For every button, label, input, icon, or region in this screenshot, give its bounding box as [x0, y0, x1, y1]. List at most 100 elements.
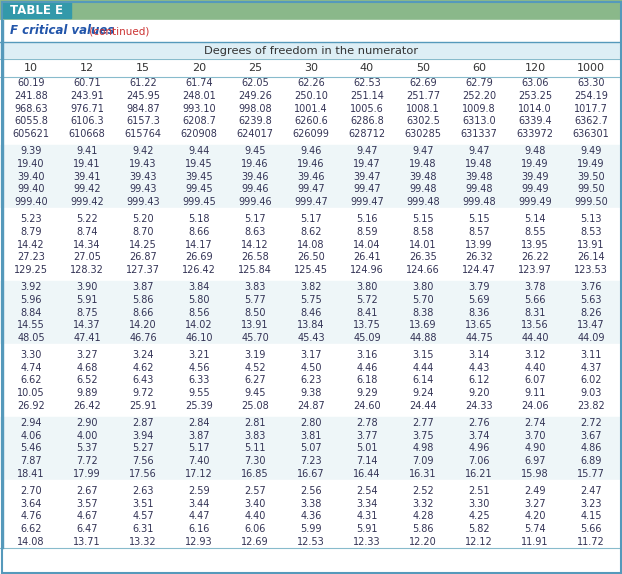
Text: 4.36: 4.36 [300, 511, 322, 521]
Text: 12.93: 12.93 [185, 537, 213, 546]
Text: 14.04: 14.04 [353, 239, 381, 250]
Text: 3.80: 3.80 [356, 282, 378, 292]
Text: 99.48: 99.48 [465, 184, 493, 195]
Text: 124.47: 124.47 [462, 265, 496, 275]
Text: 999.40: 999.40 [14, 197, 48, 207]
Bar [0, 412, 622, 417]
Text: 6.47: 6.47 [77, 524, 98, 534]
Text: 16.21: 16.21 [465, 469, 493, 479]
Text: 15: 15 [136, 63, 150, 73]
Text: 39.41: 39.41 [73, 172, 101, 181]
Text: 6157.3: 6157.3 [126, 117, 160, 126]
Text: 2.59: 2.59 [188, 486, 210, 496]
Text: 2.81: 2.81 [244, 418, 266, 428]
Text: 7.30: 7.30 [244, 456, 266, 466]
Text: 6.62: 6.62 [21, 524, 42, 534]
Bar [0, 170, 622, 183]
Text: 8.36: 8.36 [468, 308, 490, 317]
Text: 6.33: 6.33 [188, 375, 210, 385]
Text: 99.49: 99.49 [521, 184, 549, 195]
Bar [0, 362, 622, 374]
Text: 9.11: 9.11 [524, 388, 545, 398]
Text: 6.14: 6.14 [412, 375, 434, 385]
Text: 6.06: 6.06 [244, 524, 266, 534]
Text: 4.28: 4.28 [412, 511, 434, 521]
Bar [0, 417, 622, 429]
Bar [0, 158, 622, 170]
Text: 3.51: 3.51 [132, 499, 154, 509]
Text: 999.46: 999.46 [238, 197, 272, 207]
Text: 14.08: 14.08 [297, 239, 325, 250]
Text: 6.16: 6.16 [188, 524, 210, 534]
Text: 39.50: 39.50 [577, 172, 605, 181]
Text: 4.62: 4.62 [132, 363, 154, 373]
Text: 4.52: 4.52 [244, 363, 266, 373]
Text: 250.10: 250.10 [294, 91, 328, 101]
Bar [0, 442, 622, 455]
Text: 62.05: 62.05 [241, 78, 269, 88]
Text: 39.43: 39.43 [129, 172, 157, 181]
Text: 4.47: 4.47 [188, 511, 210, 521]
Text: 3.30: 3.30 [21, 350, 42, 360]
Text: 2.49: 2.49 [524, 486, 545, 496]
Text: 1005.6: 1005.6 [350, 104, 384, 114]
Bar [0, 387, 622, 400]
Text: 44.40: 44.40 [521, 333, 549, 343]
Bar [0, 196, 622, 208]
Text: 9.47: 9.47 [356, 146, 378, 156]
Text: 999.47: 999.47 [350, 197, 384, 207]
Text: 3.84: 3.84 [188, 282, 210, 292]
Text: 6.02: 6.02 [580, 375, 601, 385]
Text: 6260.6: 6260.6 [294, 117, 328, 126]
Text: 999.43: 999.43 [126, 197, 160, 207]
Text: Degrees of freedom in the numerator: Degrees of freedom in the numerator [204, 46, 418, 56]
Text: 13.91: 13.91 [241, 320, 269, 330]
Text: 6.27: 6.27 [244, 375, 266, 385]
Text: 17.56: 17.56 [129, 469, 157, 479]
Text: 9.45: 9.45 [244, 146, 266, 156]
Text: 6.18: 6.18 [356, 375, 378, 385]
Text: 999.47: 999.47 [294, 197, 328, 207]
Bar [0, 141, 622, 145]
Text: 16.85: 16.85 [241, 469, 269, 479]
Text: 7.40: 7.40 [188, 456, 210, 466]
Text: 4.96: 4.96 [468, 443, 490, 453]
Bar [0, 213, 622, 226]
Text: 3.82: 3.82 [300, 282, 322, 292]
Text: 50: 50 [416, 63, 430, 73]
Text: (continued): (continued) [86, 26, 149, 36]
Text: 1000: 1000 [577, 63, 605, 73]
Text: 99.47: 99.47 [353, 184, 381, 195]
Text: 4.37: 4.37 [580, 363, 601, 373]
Text: 19.49: 19.49 [577, 159, 605, 169]
Text: 12.33: 12.33 [353, 537, 381, 546]
Text: 8.63: 8.63 [244, 227, 266, 237]
Text: 251.14: 251.14 [350, 91, 384, 101]
Text: 7.09: 7.09 [412, 456, 434, 466]
Text: 26.58: 26.58 [241, 252, 269, 262]
Text: 3.15: 3.15 [412, 350, 434, 360]
Text: 26.35: 26.35 [409, 252, 437, 262]
Text: 10: 10 [24, 63, 38, 73]
Bar [0, 226, 622, 238]
Text: 39.40: 39.40 [17, 172, 45, 181]
Text: 3.70: 3.70 [524, 430, 545, 441]
Text: 5.91: 5.91 [77, 295, 98, 305]
Text: 39.45: 39.45 [185, 172, 213, 181]
Text: 6286.8: 6286.8 [350, 117, 384, 126]
Bar [0, 306, 622, 319]
Text: 1009.8: 1009.8 [462, 104, 496, 114]
Text: 5.17: 5.17 [300, 214, 322, 224]
Text: 4.40: 4.40 [524, 363, 545, 373]
Text: 9.72: 9.72 [132, 388, 154, 398]
Text: 5.01: 5.01 [356, 443, 378, 453]
Text: 4.68: 4.68 [77, 363, 98, 373]
Text: 2.76: 2.76 [468, 418, 490, 428]
Text: 3.32: 3.32 [412, 499, 434, 509]
Text: 13.32: 13.32 [129, 537, 157, 546]
Text: 4.90: 4.90 [524, 443, 545, 453]
Text: 8.62: 8.62 [300, 227, 322, 237]
Bar [0, 344, 622, 349]
Text: 5.82: 5.82 [468, 524, 490, 534]
Text: 3.23: 3.23 [580, 499, 601, 509]
